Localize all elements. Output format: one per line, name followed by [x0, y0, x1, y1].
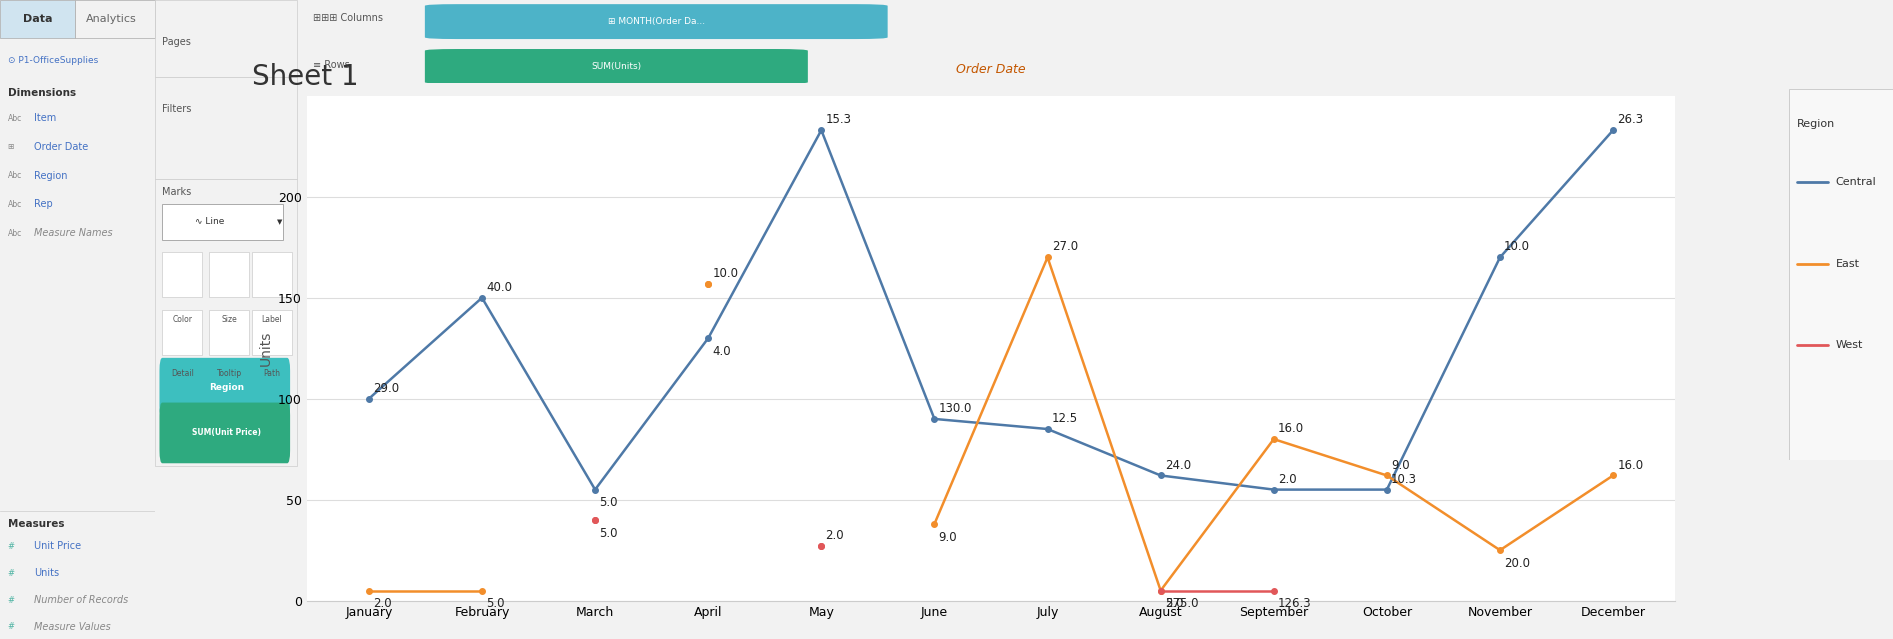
- Text: Item: Item: [34, 113, 57, 123]
- Text: Analytics: Analytics: [87, 14, 136, 24]
- Text: Sheet 1: Sheet 1: [252, 63, 358, 91]
- Text: 9.0: 9.0: [1391, 459, 1410, 472]
- Text: SUM(Units): SUM(Units): [591, 62, 642, 71]
- Text: 10.0: 10.0: [712, 266, 738, 280]
- Text: Order Date: Order Date: [956, 63, 1026, 75]
- Text: 126.3: 126.3: [1278, 597, 1312, 610]
- Text: Label: Label: [261, 315, 282, 324]
- Text: Measure Values: Measure Values: [34, 622, 112, 632]
- Text: 10.0: 10.0: [1505, 240, 1530, 254]
- Text: Region: Region: [1796, 119, 1836, 129]
- Text: Region: Region: [208, 383, 244, 392]
- Text: Pages: Pages: [163, 36, 191, 47]
- FancyBboxPatch shape: [163, 310, 203, 355]
- Text: Measures: Measures: [8, 519, 64, 529]
- Text: 24.0: 24.0: [1164, 459, 1191, 472]
- Text: 10.3: 10.3: [1391, 473, 1418, 486]
- Text: Region: Region: [34, 171, 68, 181]
- FancyBboxPatch shape: [163, 204, 284, 240]
- Text: 15.3: 15.3: [825, 113, 852, 127]
- Text: Marks: Marks: [163, 187, 191, 197]
- Text: East: East: [1836, 259, 1859, 268]
- Text: Detail: Detail: [170, 369, 193, 378]
- Text: ∿ Line: ∿ Line: [195, 217, 225, 226]
- Text: 2.0: 2.0: [1278, 473, 1297, 486]
- Text: Tooltip: Tooltip: [216, 369, 242, 378]
- Text: Measure Names: Measure Names: [34, 228, 114, 238]
- Bar: [155, 0, 297, 77]
- Text: 2.0: 2.0: [825, 529, 844, 543]
- FancyBboxPatch shape: [252, 310, 292, 355]
- FancyBboxPatch shape: [424, 49, 808, 84]
- Text: Order Date: Order Date: [34, 142, 89, 152]
- Text: 29.0: 29.0: [373, 381, 399, 395]
- FancyBboxPatch shape: [208, 310, 250, 355]
- Text: ≡ Rows: ≡ Rows: [312, 60, 350, 70]
- FancyBboxPatch shape: [424, 4, 888, 39]
- FancyBboxPatch shape: [252, 252, 292, 297]
- Text: ⊞: ⊞: [8, 142, 13, 151]
- Text: Dimensions: Dimensions: [8, 88, 76, 98]
- Text: 4.0: 4.0: [712, 345, 731, 358]
- FancyBboxPatch shape: [159, 358, 290, 419]
- Text: 27.0: 27.0: [1053, 240, 1077, 254]
- Text: 2.0: 2.0: [373, 597, 392, 610]
- Text: 130.0: 130.0: [939, 402, 971, 415]
- Text: #: #: [8, 569, 15, 578]
- Text: West: West: [1836, 340, 1863, 350]
- Text: Abc: Abc: [8, 114, 23, 123]
- Text: 20.0: 20.0: [1505, 557, 1530, 570]
- Text: 26.3: 26.3: [1617, 113, 1643, 127]
- Text: ⊙ P1-OfficeSupplies: ⊙ P1-OfficeSupplies: [8, 56, 98, 65]
- Text: 9.0: 9.0: [939, 530, 958, 544]
- Text: 5.0: 5.0: [600, 497, 617, 509]
- Text: ▼: ▼: [278, 219, 282, 225]
- Text: 5.0: 5.0: [1164, 597, 1183, 610]
- Text: 5.0: 5.0: [487, 597, 505, 610]
- Bar: [155, 77, 297, 179]
- Bar: [74, 0, 155, 38]
- Text: 12.5: 12.5: [1053, 412, 1077, 425]
- Text: Abc: Abc: [8, 200, 23, 209]
- Text: Number of Records: Number of Records: [34, 595, 129, 605]
- Text: #: #: [8, 542, 15, 551]
- FancyBboxPatch shape: [208, 252, 250, 297]
- Text: Data: Data: [23, 14, 51, 24]
- Text: 5.0: 5.0: [600, 527, 617, 539]
- Text: SUM(Unit Price): SUM(Unit Price): [191, 428, 261, 437]
- Text: Central: Central: [1836, 177, 1876, 187]
- Text: ⊞ MONTH(Order Da...: ⊞ MONTH(Order Da...: [608, 17, 704, 26]
- Bar: [0, 0, 74, 38]
- Text: Units: Units: [34, 568, 59, 578]
- Bar: [155, 179, 297, 466]
- Text: Color: Color: [172, 315, 193, 324]
- Text: 275.0: 275.0: [1164, 597, 1198, 610]
- Text: Path: Path: [263, 369, 280, 378]
- Text: 16.0: 16.0: [1278, 422, 1304, 435]
- Text: Filters: Filters: [163, 104, 191, 114]
- Y-axis label: Units: Units: [257, 330, 273, 366]
- Text: #: #: [8, 596, 15, 604]
- Text: 16.0: 16.0: [1617, 459, 1643, 472]
- FancyBboxPatch shape: [159, 403, 290, 463]
- Text: ⊞⊞⊞ Columns: ⊞⊞⊞ Columns: [312, 13, 382, 23]
- Text: Abc: Abc: [8, 171, 23, 180]
- Text: Size: Size: [221, 315, 237, 324]
- Text: Unit Price: Unit Price: [34, 541, 81, 551]
- Text: 40.0: 40.0: [487, 281, 513, 294]
- Text: Abc: Abc: [8, 229, 23, 238]
- FancyBboxPatch shape: [163, 252, 203, 297]
- Text: #: #: [8, 622, 15, 631]
- Text: Rep: Rep: [34, 199, 53, 210]
